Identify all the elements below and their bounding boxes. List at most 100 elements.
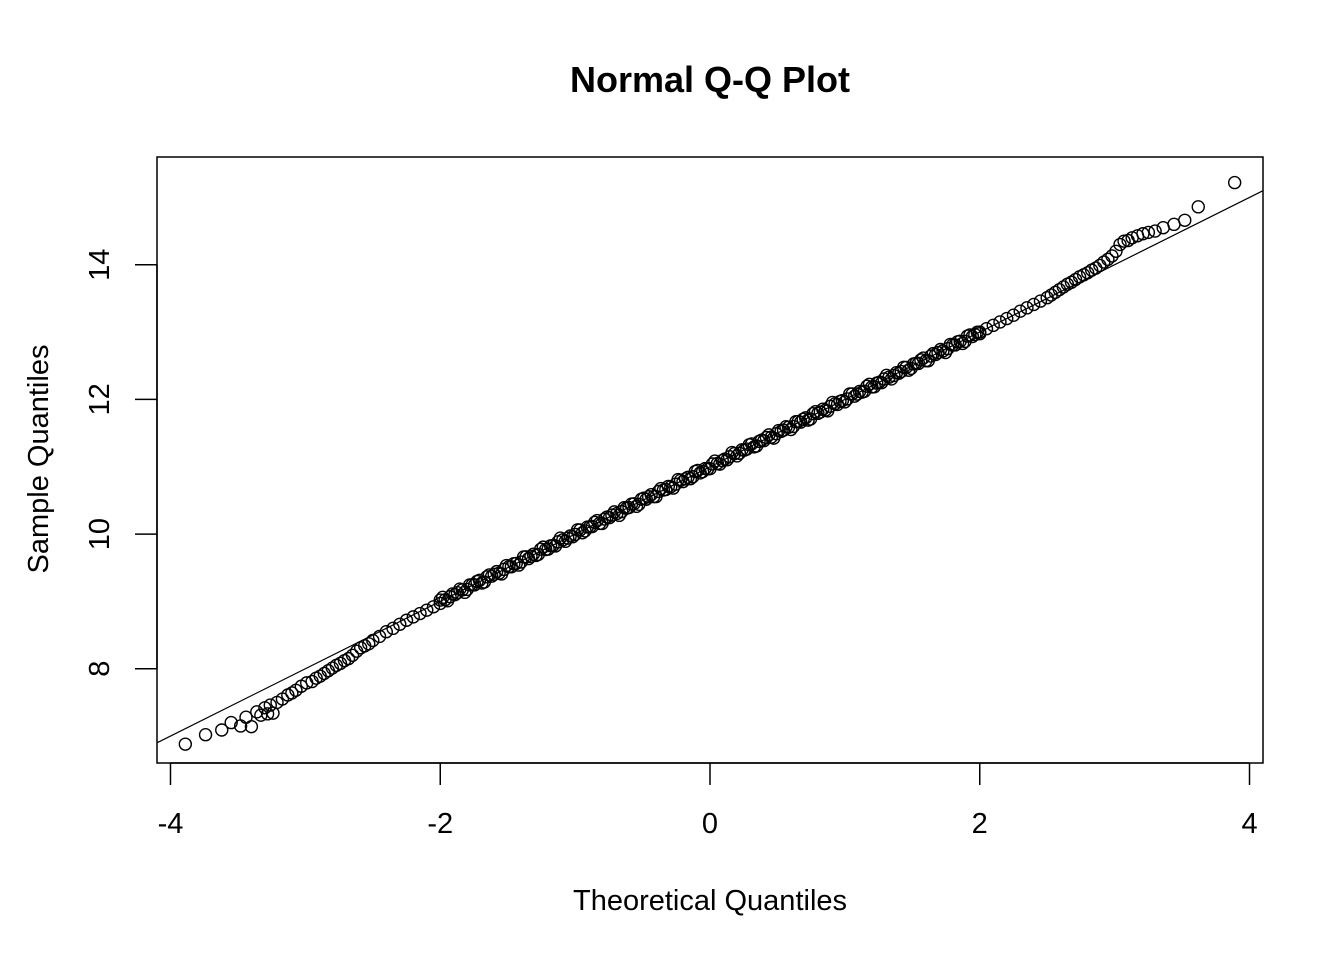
- data-point: [1013, 304, 1027, 318]
- data-point: [965, 329, 980, 344]
- data-point: [1006, 308, 1021, 322]
- data-point: [798, 411, 813, 425]
- data-point: [345, 648, 360, 662]
- data-point: [1056, 280, 1071, 294]
- data-point: [1113, 237, 1127, 252]
- y-axis: 8 10 12 14: [84, 249, 158, 677]
- x-axis: -4 -2 0 2 4: [158, 762, 1258, 840]
- data-point: [986, 318, 1000, 333]
- data-point: [399, 613, 414, 627]
- data-point: [588, 515, 602, 530]
- data-point: [260, 707, 275, 721]
- data-point: [224, 715, 238, 730]
- data-point: [325, 661, 340, 675]
- data-point: [239, 710, 253, 724]
- data-point: [678, 472, 693, 486]
- data-point: [1068, 272, 1083, 287]
- data-point: [928, 347, 943, 362]
- data-point: [845, 387, 859, 401]
- data-point: [458, 585, 472, 600]
- data-point: [485, 569, 499, 583]
- data-point: [433, 593, 447, 607]
- data-point: [178, 737, 193, 751]
- data-point: [715, 453, 729, 468]
- data-point: [1097, 255, 1111, 269]
- data-point: [1191, 200, 1205, 214]
- data-point: [1178, 213, 1192, 227]
- x-tick-label: 4: [1241, 808, 1257, 840]
- data-point: [406, 610, 420, 624]
- data-point: [1080, 266, 1095, 280]
- data-point: [796, 412, 810, 426]
- x-axis-label: Theoretical Quantiles: [573, 885, 847, 917]
- data-point: [970, 325, 985, 339]
- data-point: [526, 547, 541, 561]
- data-point: [426, 600, 441, 614]
- data-point: [713, 457, 727, 471]
- y-axis-label: Sample Quantiles: [23, 345, 55, 574]
- data-point: [612, 508, 626, 523]
- data-point: [333, 656, 348, 671]
- data-point: [1101, 252, 1115, 267]
- data-point: [629, 499, 644, 514]
- chart-title: Normal Q-Q Plot: [570, 59, 850, 100]
- data-point: [263, 698, 277, 712]
- data-point: [379, 625, 393, 639]
- data-point: [1148, 224, 1162, 238]
- data-point: [1136, 227, 1150, 241]
- data-point: [727, 446, 742, 461]
- data-point: [794, 415, 808, 429]
- data-point: [573, 523, 587, 537]
- x-tick-label: -4: [158, 808, 184, 840]
- data-point: [198, 728, 213, 742]
- data-point: [285, 686, 299, 700]
- data-point: [973, 327, 987, 341]
- data-point: [867, 380, 882, 394]
- data-point: [467, 578, 482, 592]
- data-point: [519, 550, 533, 564]
- x-tick-label: 2: [972, 808, 988, 840]
- data-point: [534, 542, 548, 556]
- data-point: [639, 492, 653, 506]
- data-point: [413, 606, 427, 621]
- data-point: [1141, 225, 1156, 240]
- data-point: [759, 430, 774, 445]
- data-point: [1109, 244, 1123, 258]
- y-tick-label: 12: [84, 383, 116, 415]
- data-point: [1020, 301, 1034, 315]
- data-point: [386, 621, 400, 636]
- data-point: [705, 457, 720, 471]
- data-point: [1000, 311, 1014, 326]
- y-tick-label: 8: [84, 661, 116, 677]
- data-point: [341, 651, 356, 666]
- data-point: [968, 327, 982, 342]
- data-point: [627, 497, 641, 511]
- y-tick-label: 14: [84, 249, 116, 281]
- data-point: [784, 422, 798, 437]
- data-point: [1027, 297, 1041, 312]
- data-point: [811, 406, 825, 421]
- data-point: [366, 633, 380, 648]
- data-points: [178, 175, 1242, 751]
- data-point: [860, 379, 874, 393]
- data-point: [1227, 175, 1242, 190]
- data-point: [979, 322, 994, 336]
- y-tick-label: 10: [84, 518, 116, 550]
- data-point: [524, 549, 538, 564]
- x-tick-label: 0: [702, 808, 718, 840]
- data-point: [1033, 294, 1048, 308]
- data-point: [250, 705, 264, 719]
- data-point: [393, 617, 407, 631]
- data-point: [362, 637, 376, 651]
- data-point: [215, 723, 229, 737]
- data-point: [673, 473, 688, 488]
- data-point: [597, 512, 612, 526]
- data-point: [993, 315, 1007, 329]
- data-point: [578, 524, 592, 538]
- data-point: [955, 336, 970, 351]
- data-point: [838, 395, 852, 409]
- data-point: [1105, 249, 1119, 263]
- data-point: [420, 603, 434, 617]
- data-point: [963, 328, 977, 342]
